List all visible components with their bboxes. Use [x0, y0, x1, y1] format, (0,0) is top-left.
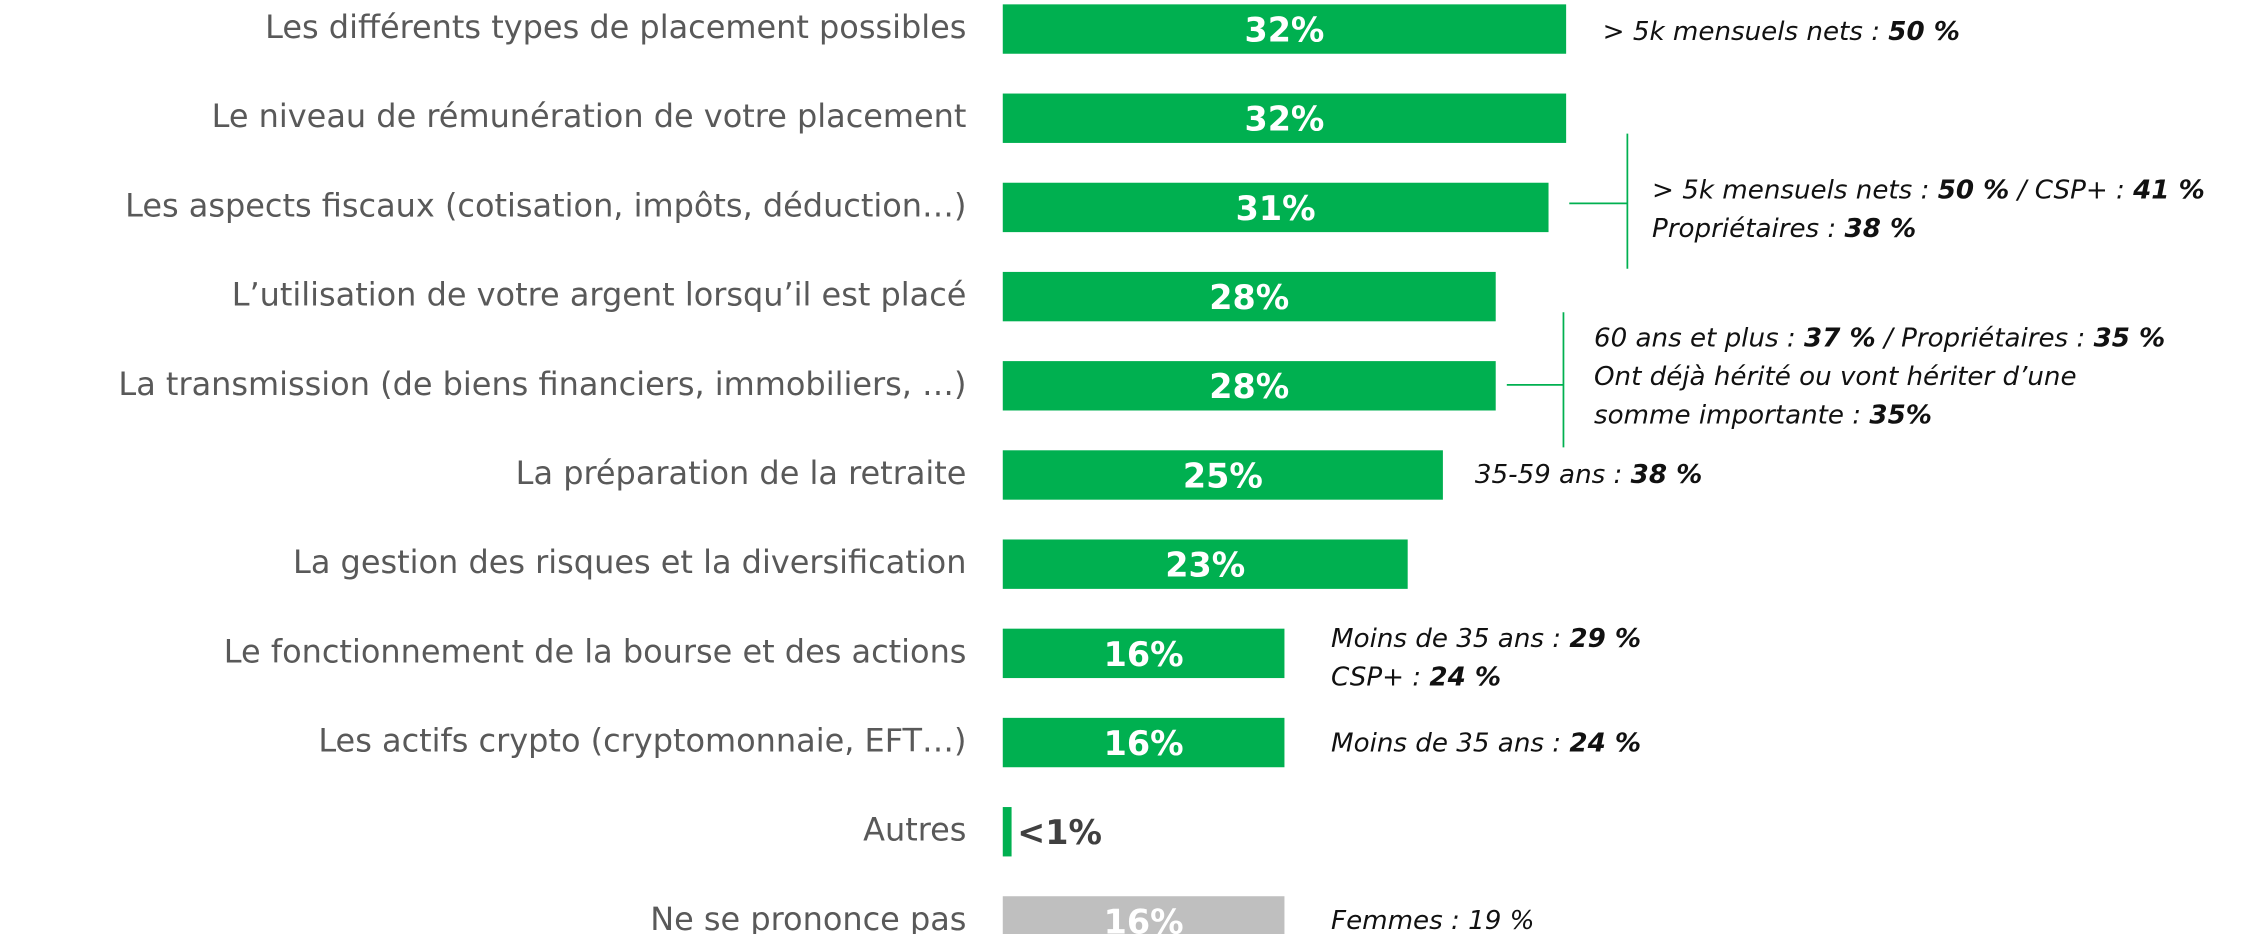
annotation: 60 ans et plus : 37 % / Propriétaires : … [1594, 323, 2165, 353]
annotation: Moins de 35 ans : 24 % [1331, 728, 1641, 758]
annotation-segment: CSP+ : [1331, 662, 1429, 692]
bar [1002, 450, 1443, 500]
annotation-segment: 35-59 ans : [1475, 459, 1631, 489]
value-label: 16% [1104, 635, 1184, 674]
value-label: 28% [1209, 278, 1289, 317]
annotation-segment: 24 % [1429, 662, 1501, 692]
value-label: <1% [1017, 813, 1102, 852]
annotation-segment: Ont déjà hérité ou vont hériter d’une [1594, 361, 2077, 391]
category-label: Le fonctionnement de la bourse et des ac… [224, 632, 967, 670]
annotation: 35-59 ans : 38 % [1475, 459, 1702, 489]
annotation-segment: 38 % [1631, 459, 1703, 489]
annotation-segment: 60 ans et plus : [1594, 323, 1804, 353]
value-label: 16% [1104, 902, 1184, 934]
annotation-segment: 35% [1869, 400, 1932, 430]
category-label: Le niveau de rémunération de votre place… [212, 97, 967, 135]
bar [1002, 182, 1549, 233]
annotation-segment: Moins de 35 ans : [1331, 624, 1569, 654]
category-label: La gestion des risques et la diversifica… [293, 543, 966, 581]
value-label: 32% [1244, 100, 1324, 139]
value-label: 25% [1183, 456, 1263, 495]
annotation-segment: 50 % [1938, 175, 2010, 205]
annotation: CSP+ : 24 % [1331, 662, 1501, 692]
annotation: Ont déjà hérité ou vont hériter d’une [1594, 361, 2077, 391]
category-label: La transmission (de biens financiers, im… [118, 365, 966, 403]
bar [1002, 4, 1567, 54]
annotation-segment: somme importante : [1594, 400, 1869, 430]
bar [1002, 271, 1496, 322]
annotation-segment: 38 % [1845, 213, 1917, 243]
bar [1002, 539, 1408, 589]
value-label: 16% [1104, 724, 1184, 763]
annotation-segment: 37 % [1804, 323, 1876, 353]
value-label: 31% [1236, 189, 1316, 228]
category-label: Les actifs crypto (cryptomonnaie, EFT…) [318, 722, 966, 760]
bar [1002, 628, 1285, 679]
annotation: somme importante : 35% [1594, 400, 1932, 430]
category-label: Ne se prononce pas [650, 900, 966, 934]
value-label: 23% [1165, 546, 1245, 585]
annotation: > 5k mensuels nets : 50 % / CSP+ : 41 % [1652, 175, 2205, 205]
value-label: 32% [1244, 10, 1324, 49]
category-label: Les aspects fiscaux (cotisation, impôts,… [125, 186, 966, 224]
annotation-segment: 35 % [2094, 323, 2166, 353]
category-label: Autres [863, 811, 966, 849]
bar [1002, 361, 1496, 411]
annotation-segment: 24 % [1569, 728, 1641, 758]
category-label: L’utilisation de votre argent lorsqu’il … [232, 276, 967, 314]
bar [1002, 93, 1567, 143]
annotation: > 5k mensuels nets : 50 % [1603, 16, 1960, 46]
annotation: Moins de 35 ans : 29 % [1331, 624, 1641, 654]
bar [1002, 807, 1012, 857]
annotation-segment: Moins de 35 ans : [1331, 728, 1569, 758]
annotation-segment: Propriétaires : [1652, 213, 1844, 243]
annotation-segment: / CSP+ : [2009, 175, 2133, 205]
category-label: Les différents types de placement possib… [265, 8, 966, 46]
annotation-segment: 29 % [1569, 624, 1641, 654]
bar [1002, 717, 1285, 768]
annotation: Propriétaires : 38 % [1652, 213, 1916, 243]
annotation-segment: > 5k mensuels nets : [1652, 175, 1938, 205]
value-label: 28% [1209, 367, 1289, 406]
annotation-segment: Femmes : 19 % [1331, 905, 1534, 934]
annotation-segment: / Propriétaires : [1876, 323, 2094, 353]
annotation-segment: 41 % [2132, 175, 2205, 205]
annotation-segment: > 5k mensuels nets : [1603, 16, 1889, 46]
category-label: La préparation de la retraite [516, 454, 967, 492]
annotation: Femmes : 19 % [1331, 905, 1534, 934]
annotation-segment: 50 % [1888, 16, 1960, 46]
bar [1002, 896, 1285, 934]
